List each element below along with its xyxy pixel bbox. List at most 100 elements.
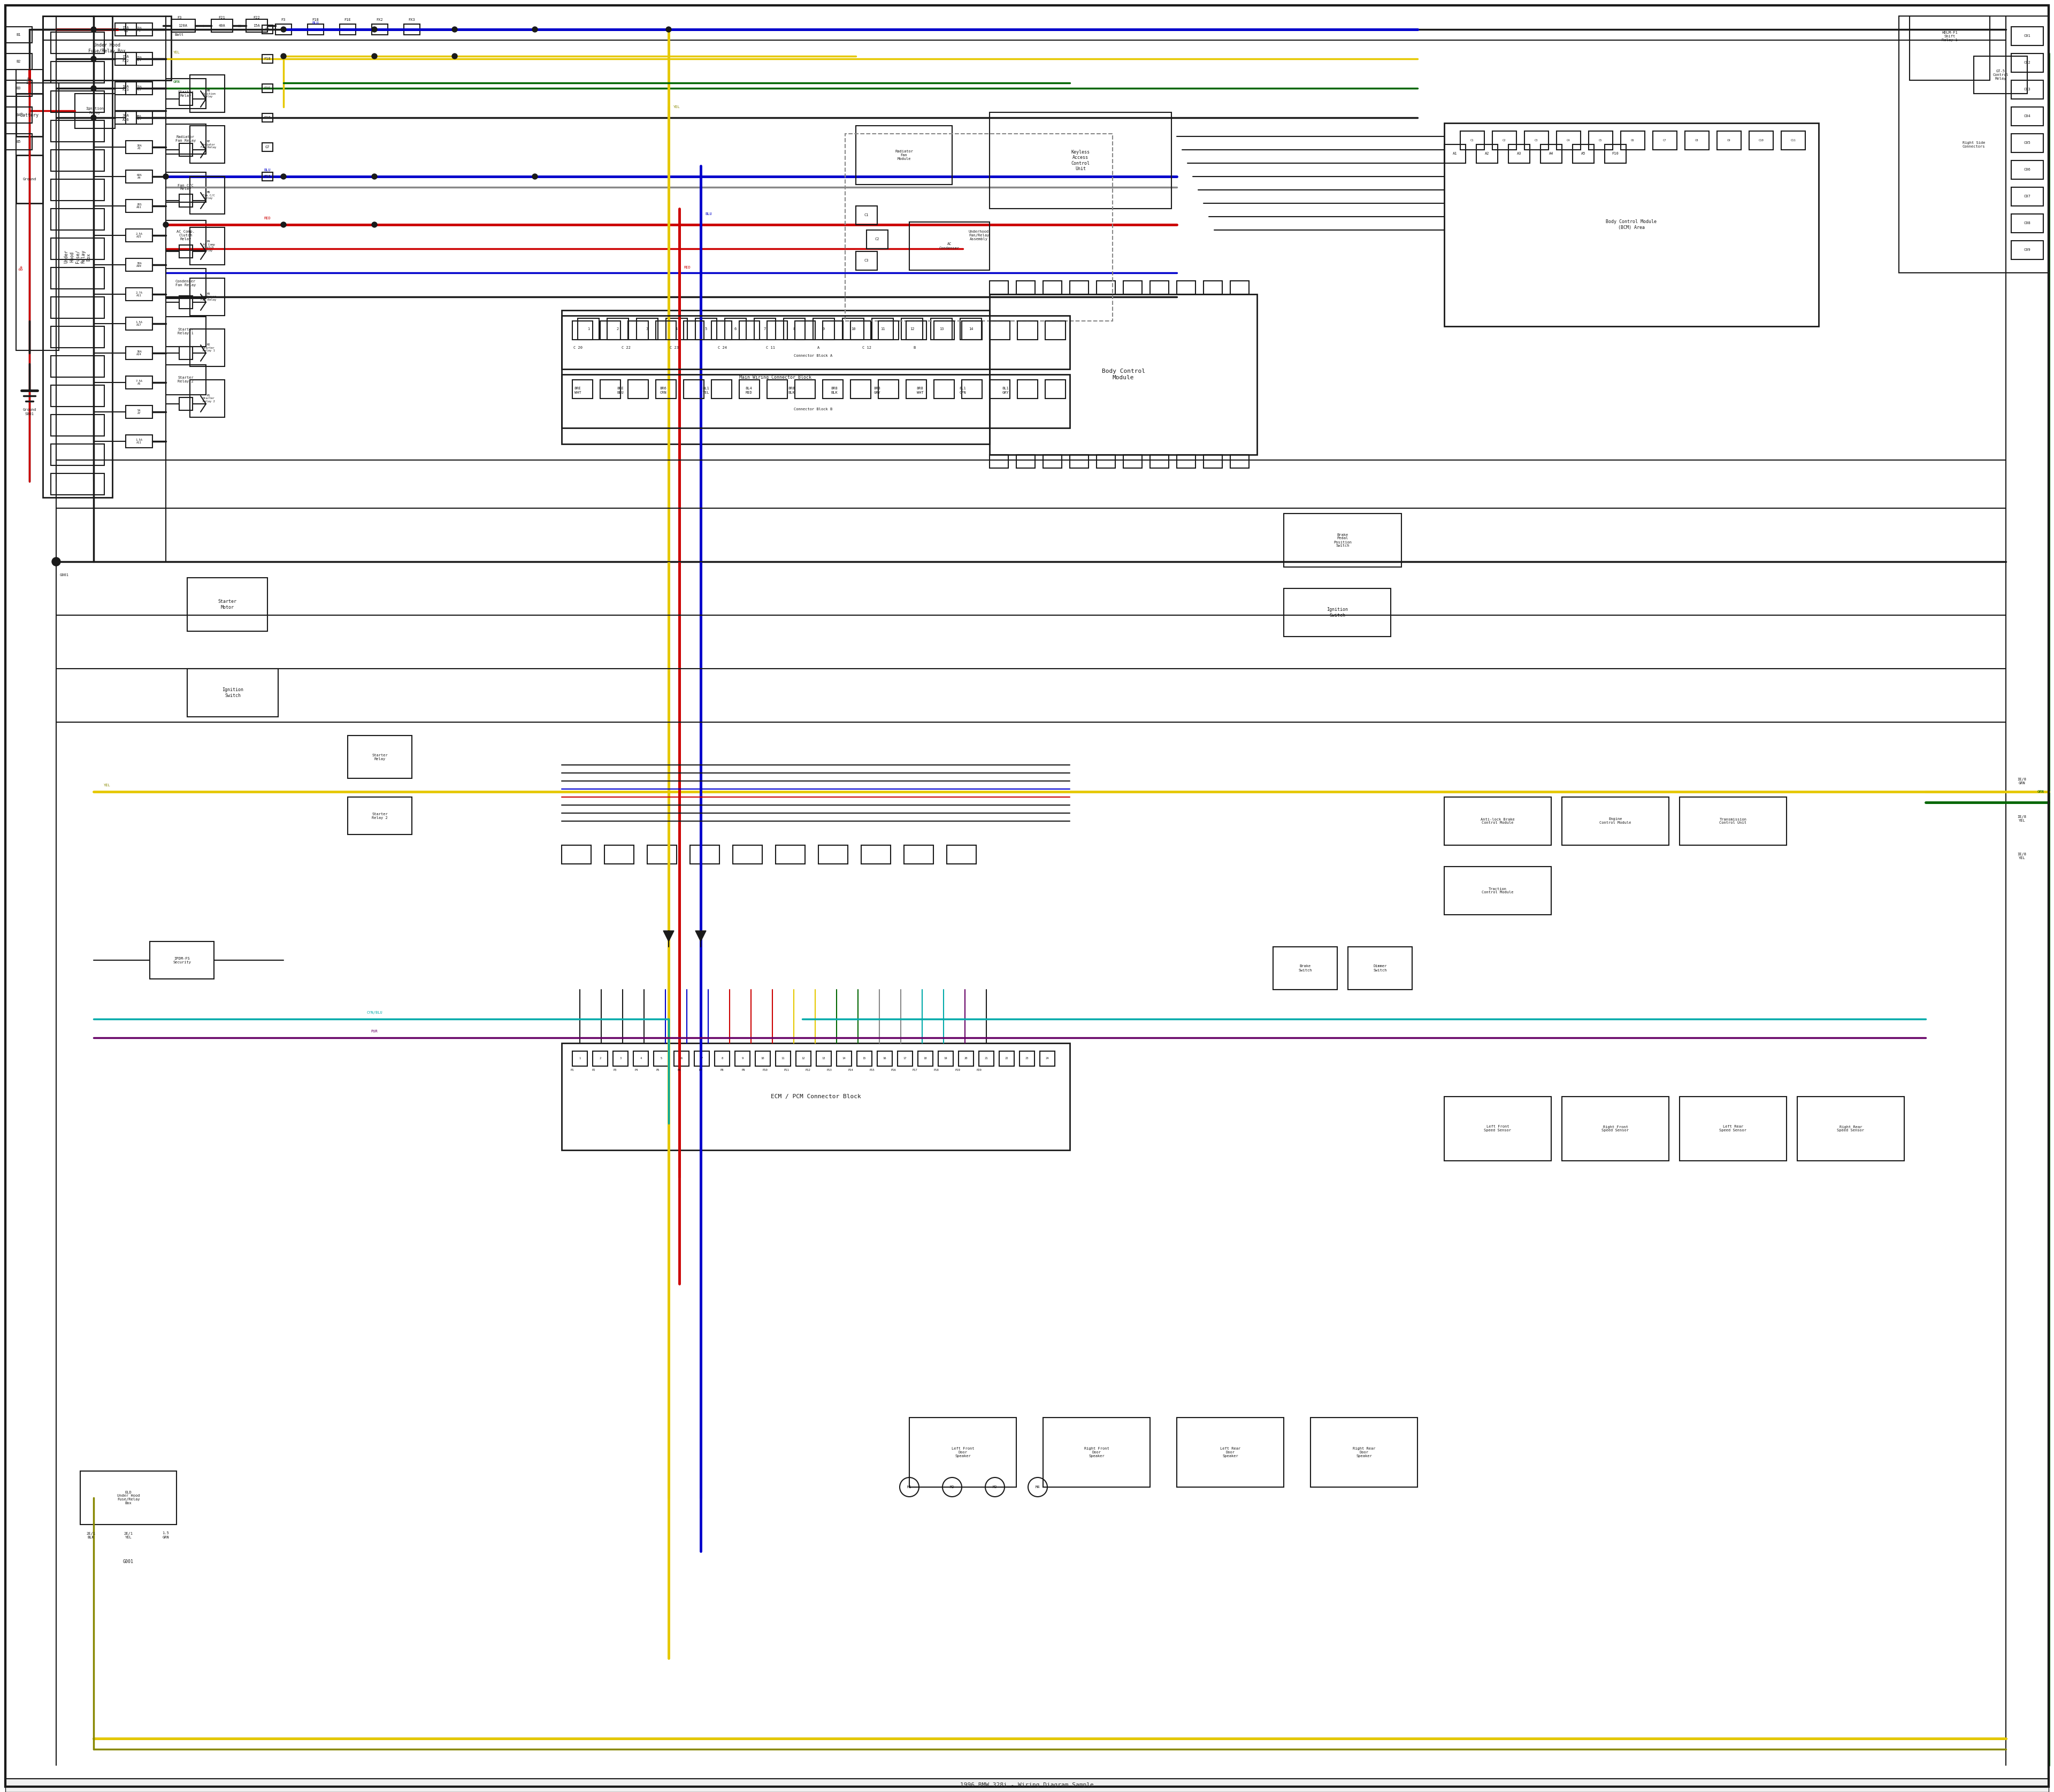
Bar [125,289,152,301]
Bar [125,82,152,95]
Bar [263,113,273,122]
Bar [125,317,152,330]
Bar [2011,186,2044,206]
Bar [51,473,105,495]
Text: 2E/1
BLK: 2E/1 BLK [86,1532,94,1539]
Text: IE/8
GRN: IE/8 GRN [2017,778,2027,785]
Text: C06: C06 [2023,168,2031,172]
Bar [187,577,267,631]
Text: 3: 3 [647,328,649,330]
Text: 8R8
BLK: 8R8 BLK [832,387,838,394]
Bar [980,1052,994,1066]
Bar [1477,145,1497,163]
Text: Under
Hood
Fuse/
Relay
Box: Under Hood Fuse/ Relay Box [64,251,90,263]
Bar [1460,131,1485,151]
Text: P17: P17 [912,1068,918,1072]
Text: 15A: 15A [253,23,261,27]
Bar [43,16,113,498]
Bar [561,315,1070,369]
Bar [733,846,762,864]
Text: F3: F3 [265,29,269,30]
Text: M4: M4 [1035,1486,1039,1489]
Text: Right Front
Speed Sensor: Right Front Speed Sensor [1602,1125,1629,1133]
Bar [51,297,105,319]
Text: 6: 6 [735,328,737,330]
Text: P14: P14 [848,1068,852,1072]
Text: A5: A5 [1582,152,1586,156]
Text: B1: B1 [16,34,21,36]
Bar [561,310,990,444]
Bar [959,319,982,340]
Bar [665,319,688,340]
Text: 15: 15 [863,1057,867,1059]
Text: 8L4
RED: 8L4 RED [746,387,752,394]
Text: 8: 8 [793,328,795,330]
Bar [2011,161,2044,179]
Bar [170,20,195,32]
Circle shape [90,115,97,120]
Text: P15: P15 [869,1068,875,1072]
Text: 10A
F23: 10A F23 [123,84,129,91]
Bar [1124,455,1142,468]
Bar [902,319,922,340]
Text: P16: P16 [891,1068,896,1072]
Bar [684,321,705,340]
Text: Body Control Module
(BCM) Area: Body Control Module (BCM) Area [1606,219,1658,229]
Bar [51,32,105,54]
Bar [1444,867,1551,914]
Bar [844,134,1113,321]
Bar [51,179,105,201]
Text: C3: C3 [1534,138,1538,142]
Text: 8R8
WHT: 8R8 WHT [916,387,924,394]
Text: F21: F21 [218,16,226,20]
Circle shape [532,27,538,32]
Text: C1: C1 [1471,138,1475,142]
Bar [990,294,1257,455]
Bar [797,1052,811,1066]
Bar [16,156,43,202]
Bar [836,1052,852,1066]
Text: 15A
F22: 15A F22 [123,56,129,63]
Text: F18: F18 [265,57,271,61]
Bar [1043,455,1062,468]
Bar [125,258,152,271]
Text: C9: C9 [1727,138,1732,142]
Text: CYN/BLU: CYN/BLU [366,1011,382,1014]
Text: Left Rear
Door
Speaker: Left Rear Door Speaker [1220,1446,1241,1457]
Text: Battery: Battery [21,113,39,118]
Text: 13: 13 [939,328,943,330]
Bar [125,376,152,389]
Bar [939,1052,953,1066]
Text: C2: C2 [875,238,879,240]
Circle shape [162,222,168,228]
Text: 8L1
TEL: 8L1 TEL [702,387,709,394]
Bar [166,124,205,154]
Bar [725,319,746,340]
Text: FX2: FX2 [376,18,384,22]
Text: IPDM-FS
Security: IPDM-FS Security [173,957,191,964]
Bar [877,1052,891,1066]
Text: Radiator
Fan Relay: Radiator Fan Relay [175,136,195,143]
Text: ELD
Under Hood
Fuse/Relay
Box: ELD Under Hood Fuse/Relay Box [117,1491,140,1505]
Text: Brake
Switch: Brake Switch [1298,964,1313,971]
Text: P3: P3 [614,1068,616,1072]
Bar [1524,131,1549,151]
Text: ECM / PCM Connector Block: ECM / PCM Connector Block [770,1093,861,1098]
Bar [187,668,277,717]
Text: Transmission
Control Unit: Transmission Control Unit [1719,817,1746,824]
Text: P10: P10 [762,1068,768,1072]
Bar [2011,81,2044,99]
Text: Right Front
Door
Speaker: Right Front Door Speaker [1085,1446,1109,1457]
Bar [715,1052,729,1066]
Bar [263,84,273,93]
Bar [51,326,105,348]
Text: 8RE
BLU: 8RE BLU [616,387,624,394]
Bar [275,23,292,34]
Bar [263,143,273,151]
Bar [308,23,325,34]
Bar [16,70,43,93]
Bar [684,380,705,398]
Text: M3: M3 [992,1486,996,1489]
Bar [6,108,33,124]
Bar [961,380,982,398]
